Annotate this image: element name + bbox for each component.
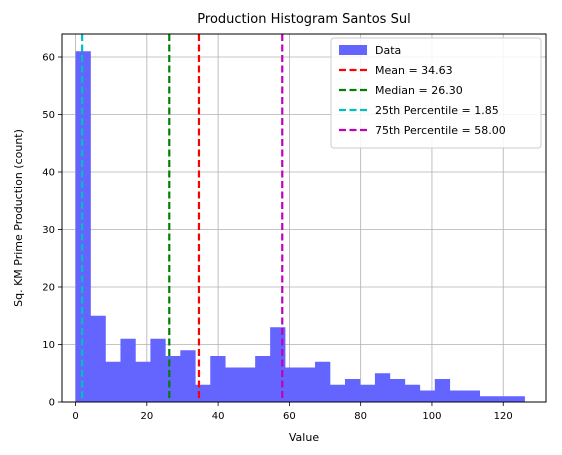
legend-label-line: 75th Percentile = 58.00	[375, 124, 506, 137]
histogram-bar	[389, 379, 406, 402]
histogram-bar	[90, 315, 106, 402]
y-tick-label: 50	[42, 110, 55, 121]
histogram-bar	[225, 367, 241, 402]
x-tick-label: 60	[283, 411, 296, 422]
histogram-bar	[315, 361, 331, 402]
histogram-bar	[419, 390, 436, 402]
histogram-bar	[210, 356, 226, 402]
x-tick-label: 40	[212, 411, 225, 422]
histogram-bar	[494, 396, 510, 402]
histogram-bar	[479, 396, 495, 402]
histogram-bar	[255, 356, 271, 402]
legend-label-line: 25th Percentile = 1.85	[375, 104, 499, 117]
histogram-bar	[150, 338, 166, 402]
histogram-bar	[285, 367, 301, 402]
legend-label-line: Median = 26.30	[375, 84, 463, 97]
x-axis-label: Value	[289, 431, 319, 444]
reference-lines-layer	[81, 34, 284, 402]
histogram-bar	[359, 384, 376, 402]
histogram-bar	[330, 384, 346, 402]
legend-box	[330, 37, 542, 149]
histogram-bar	[240, 367, 256, 402]
x-axis-ticks: 0 20 40 60 80 100 120	[72, 402, 513, 422]
y-tick-label: 40	[42, 168, 55, 179]
bars-layer	[75, 51, 525, 402]
y-tick-label: 20	[42, 283, 55, 294]
legend-swatch-data	[339, 45, 367, 55]
x-tick-label: 120	[494, 411, 513, 422]
x-tick-label: 80	[354, 411, 367, 422]
histogram-bar	[509, 396, 525, 402]
y-tick-label: 60	[42, 53, 55, 64]
plot-frame	[61, 33, 547, 403]
x-tick-label: 0	[72, 411, 78, 422]
histogram-bar	[434, 379, 451, 402]
legend: Data Mean = 34.63 Median = 26.30 25th Perce…	[330, 37, 542, 149]
legend-label-line: Mean = 34.63	[375, 64, 453, 77]
histogram-bar	[300, 367, 316, 402]
histogram-bar	[165, 356, 181, 402]
histogram-bar	[449, 390, 466, 402]
x-tick-label: 100	[422, 411, 441, 422]
x-tick-label: 20	[140, 411, 153, 422]
chart-title: Production Histogram Santos Sul	[197, 12, 410, 27]
y-tick-label: 10	[42, 340, 55, 351]
legend-label-data: Data	[375, 44, 401, 57]
histogram-bar	[105, 361, 121, 402]
histogram-bar	[195, 384, 211, 402]
histogram-bar	[404, 384, 421, 402]
histogram-bar	[120, 338, 136, 402]
histogram-bar	[374, 373, 391, 402]
y-axis-ticks: 0 10 20 30 40 50 60	[42, 53, 62, 409]
histogram-bar	[180, 350, 196, 402]
y-tick-label: 30	[42, 225, 55, 236]
y-axis-label: Sq. KM Prime Production (count)	[12, 129, 25, 307]
histogram-bar	[344, 379, 361, 402]
y-tick-label: 0	[49, 398, 55, 409]
histogram-bar	[135, 361, 151, 402]
histogram-bar	[464, 390, 481, 402]
